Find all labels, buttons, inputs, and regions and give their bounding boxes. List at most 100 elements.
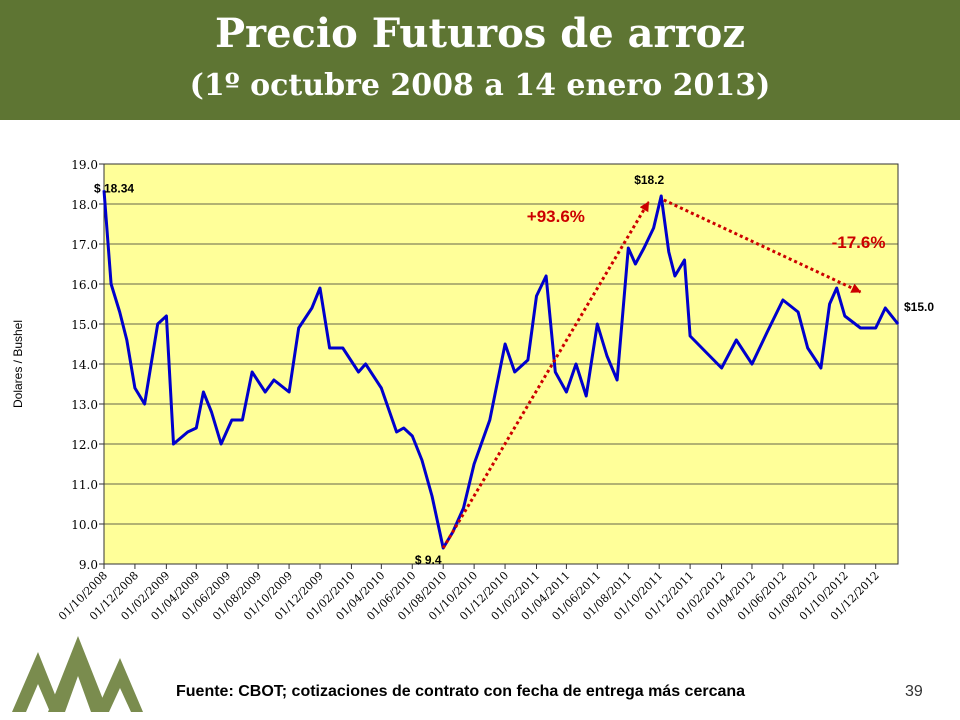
price-point-29	[403, 427, 405, 429]
price-point-63	[766, 331, 768, 333]
price-point-65	[797, 311, 799, 313]
price-point-44	[565, 391, 568, 393]
logo-mountain-1	[48, 636, 108, 712]
price-point-16	[251, 371, 253, 373]
page-number: 39	[905, 683, 923, 700]
decrease-annotation-label: -17.6%	[832, 233, 886, 252]
increase-annotation-arrow	[441, 201, 650, 549]
price-point-52	[643, 247, 645, 249]
price-point-6	[157, 323, 159, 325]
price-point-21	[311, 307, 313, 309]
price-point-32	[431, 495, 433, 497]
price-point-55	[668, 251, 670, 253]
price-point-66	[807, 347, 809, 349]
y-tick-label-7: 16.0	[71, 278, 98, 292]
decrease-annotation-arrow	[663, 198, 862, 294]
y-tick-label-5: 14.0	[71, 358, 98, 372]
y-tick-label-10: 19.0	[71, 158, 98, 172]
price-point-19	[288, 391, 290, 393]
price-point-40	[527, 359, 529, 361]
rice-futures-chart: 9.0 10.0 11.0 12.0 13.0 14.0 15.0 16.0 17.0 18.0 1…	[11, 158, 934, 623]
price-point-74	[897, 323, 899, 325]
price-point-53	[653, 227, 655, 229]
price-point-30	[411, 435, 413, 437]
price-point-13	[220, 443, 222, 445]
price-point-1	[110, 283, 112, 285]
price-point-5	[144, 403, 146, 405]
page-title: Precio Futuros de arroz	[214, 10, 746, 57]
price-point-31	[421, 459, 423, 461]
price-point-36	[473, 463, 475, 465]
price-point-15	[241, 419, 243, 421]
price-point-73	[884, 307, 886, 309]
price-point-70	[844, 315, 846, 317]
price-point-2	[119, 311, 121, 313]
label-end-price: $15.0	[904, 300, 934, 314]
price-point-57	[683, 259, 686, 261]
price-point-3	[126, 339, 128, 341]
price-point-28	[396, 431, 398, 433]
label-low-price: $ 9.4	[415, 553, 442, 567]
price-point-68	[829, 303, 831, 305]
price-point-51	[634, 263, 637, 265]
label-start-price: $ 18.34	[94, 181, 134, 195]
price-point-26	[365, 363, 367, 365]
label-peak-price: $18.2	[634, 173, 664, 187]
price-point-35	[462, 507, 465, 509]
price-point-23	[329, 347, 331, 349]
price-point-47	[596, 323, 598, 325]
price-point-24	[342, 347, 344, 349]
price-point-46	[585, 395, 587, 397]
y-tick-label-8: 17.0	[71, 238, 98, 252]
price-point-0	[103, 189, 105, 191]
price-point-38	[504, 343, 506, 345]
y-tick-label-2: 11.0	[71, 478, 98, 492]
price-point-12	[210, 411, 213, 413]
page-subtitle: (1º octubre 2008 a 14 enero 2013)	[189, 68, 771, 103]
price-point-71	[859, 327, 862, 329]
price-point-72	[875, 327, 877, 329]
price-point-20	[298, 327, 300, 329]
price-point-64	[782, 299, 784, 301]
price-point-11	[202, 391, 204, 393]
price-point-58	[689, 335, 691, 337]
price-point-17	[264, 391, 266, 393]
price-point-43	[554, 371, 556, 373]
source-note: Fuente: CBOT; cotizaciones de contrato c…	[176, 683, 746, 700]
price-point-61	[735, 339, 737, 341]
y-tick-label-0: 9.0	[79, 558, 98, 572]
price-point-62	[751, 363, 753, 365]
title-banner	[0, 0, 960, 120]
price-point-37	[489, 419, 491, 421]
price-point-50	[627, 247, 629, 249]
price-point-60	[721, 367, 723, 369]
price-point-22	[319, 287, 321, 289]
price-point-42	[545, 275, 547, 277]
price-point-39	[514, 371, 516, 373]
price-point-25	[357, 371, 360, 373]
price-point-9	[187, 431, 189, 433]
y-tick-label-9: 18.0	[71, 198, 98, 212]
price-point-54	[660, 195, 662, 197]
price-point-14	[231, 419, 233, 421]
y-axis-label: Dolares / Bushel	[11, 320, 25, 408]
price-point-45	[575, 363, 577, 365]
price-point-59	[705, 351, 707, 353]
price-point-69	[836, 287, 838, 289]
y-tick-label-4: 13.0	[71, 398, 98, 412]
price-point-10	[195, 427, 197, 429]
price-point-8	[172, 443, 175, 445]
price-point-41	[535, 295, 538, 297]
price-point-4	[134, 387, 136, 389]
price-point-56	[674, 275, 676, 277]
price-point-7	[165, 315, 167, 317]
logo-mountain-0	[12, 652, 62, 712]
price-point-48	[606, 355, 608, 357]
y-tick-label-3: 12.0	[71, 438, 98, 452]
y-tick-label-1: 10.0	[71, 518, 98, 532]
price-point-27	[380, 387, 382, 389]
mountains-logo-icon	[12, 636, 143, 712]
price-point-18	[273, 379, 275, 381]
logo-mountain-2	[96, 658, 143, 712]
y-tick-label-6: 15.0	[71, 318, 98, 332]
